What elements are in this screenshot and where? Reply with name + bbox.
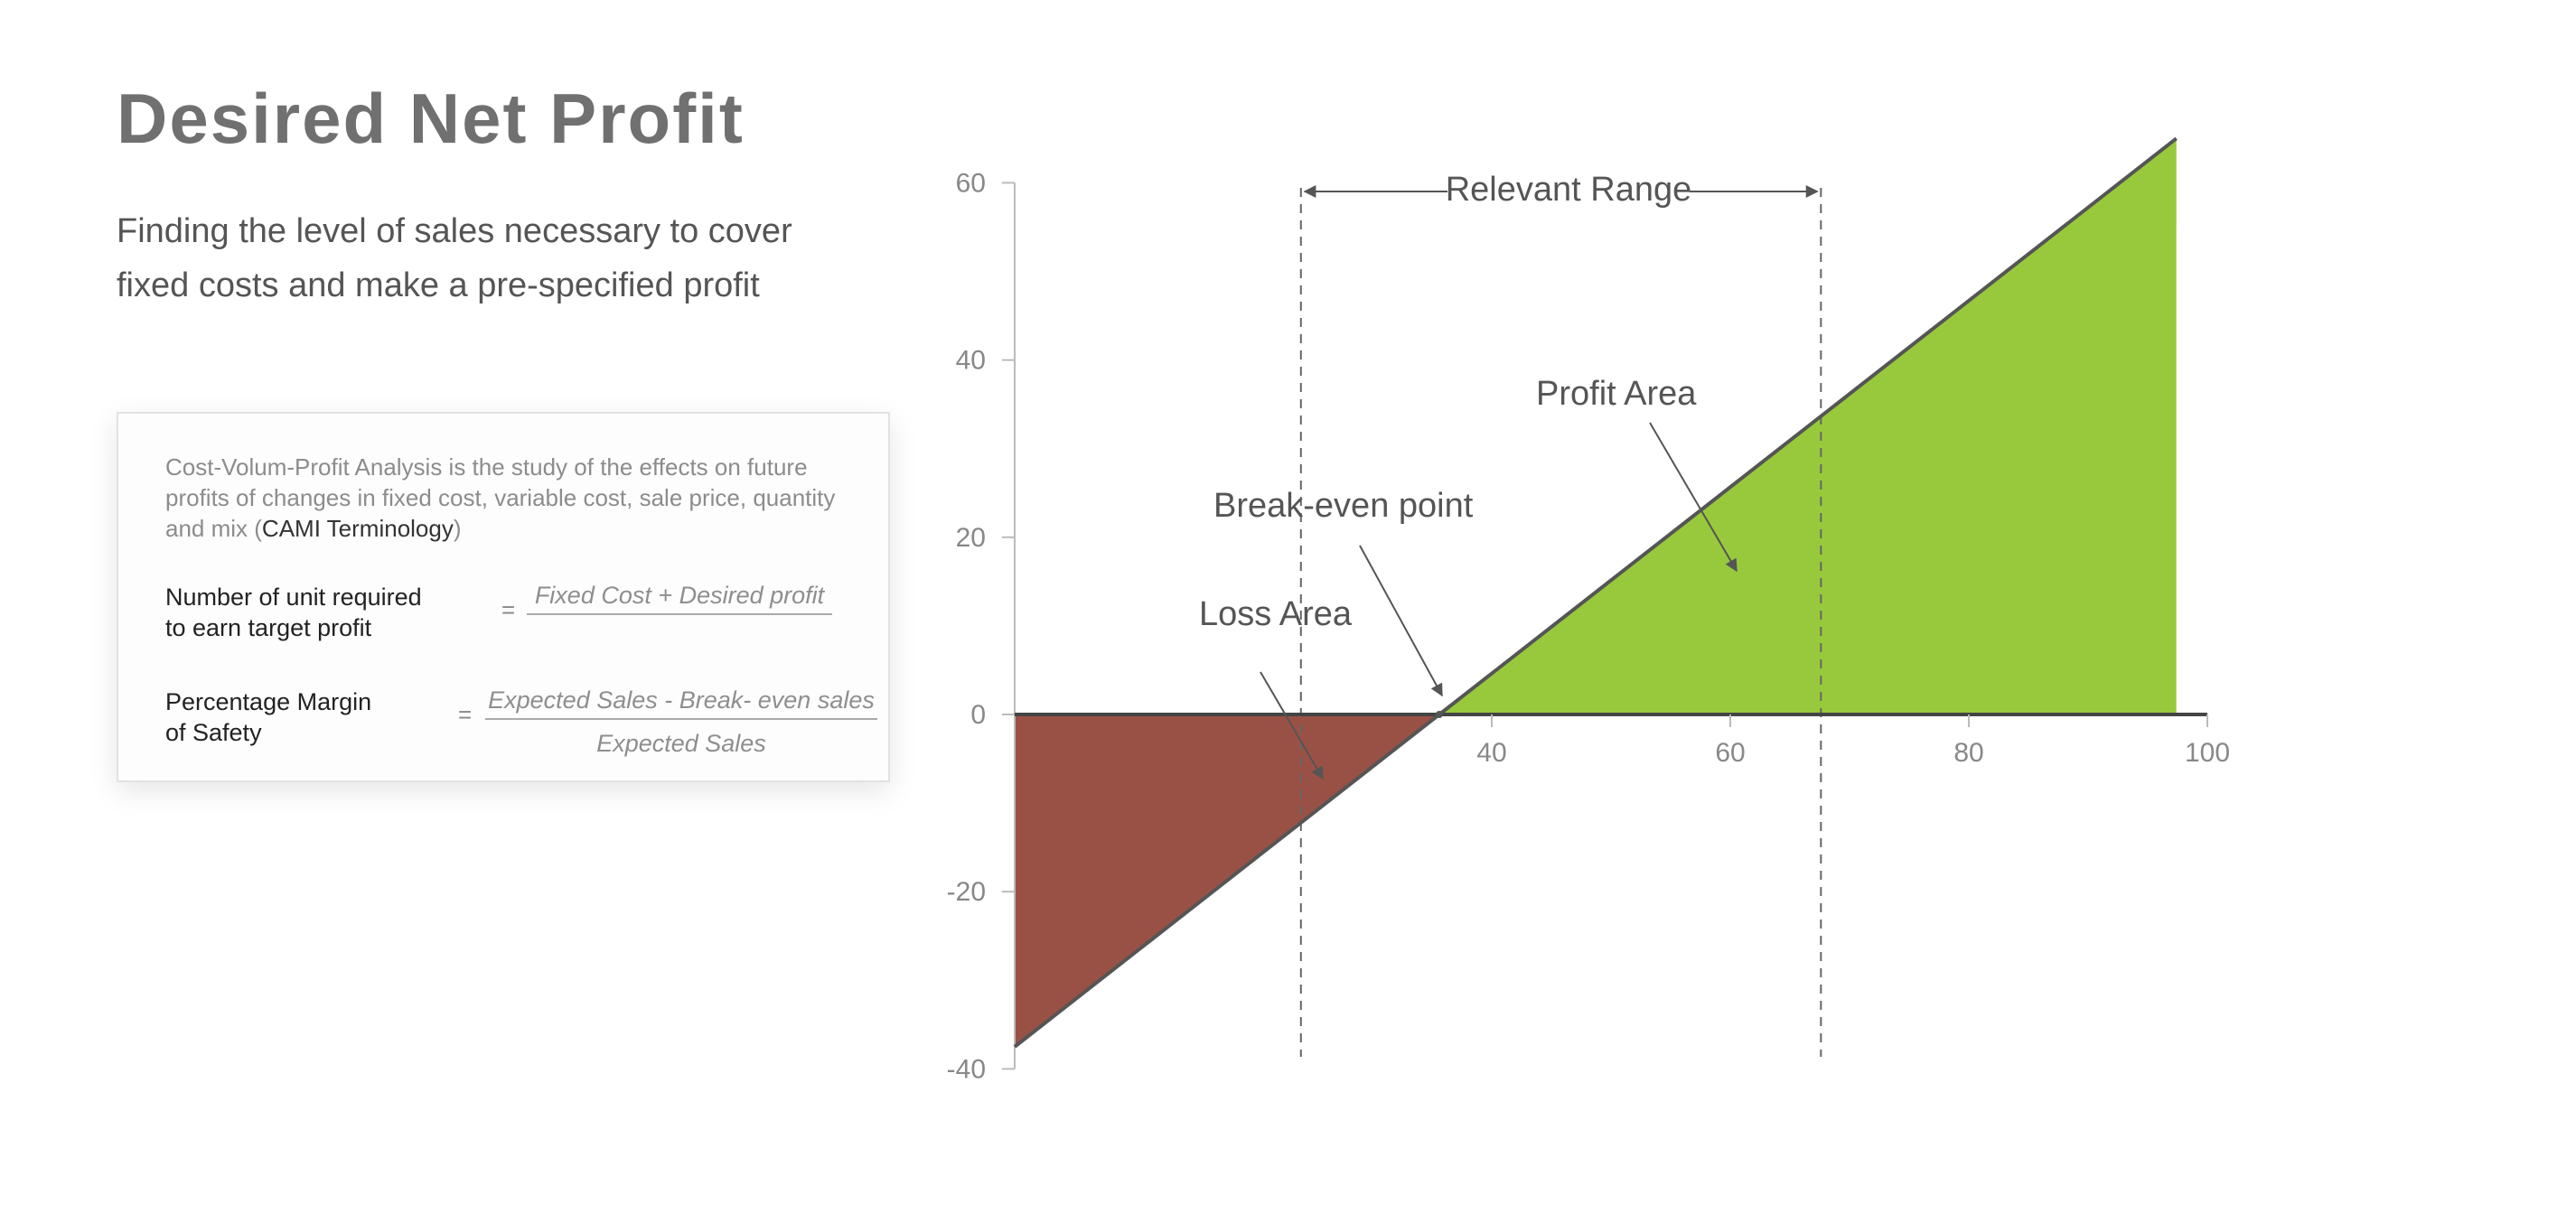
margin-of-safety-equals: =	[458, 701, 473, 728]
margin-of-safety-label: Percentage Margin of Safety	[165, 686, 371, 748]
y-tick-label: -40	[947, 1054, 986, 1084]
definition-text-post: )	[453, 515, 462, 542]
break-even-label: Break-even point	[1213, 487, 1474, 525]
definition-source: CAMI Terminology	[261, 515, 454, 542]
target-units-formula: Number of unit required to earn target p…	[165, 582, 870, 663]
x-tick-label: 100	[2185, 738, 2230, 768]
y-tick-label: -20	[947, 877, 986, 907]
definition-text-pre: Cost-Volum-Profit Analysis is the study …	[165, 453, 836, 542]
margin-of-safety-formula: Percentage Margin of Safety = Expected S…	[165, 686, 877, 768]
definition-text: Cost-Volum-Profit Analysis is the study …	[165, 452, 852, 544]
margin-of-safety-numerator: Expected Sales - Break- even sales	[485, 686, 877, 720]
margin-of-safety-label-line1: Percentage Margin	[165, 688, 372, 715]
profit-area-label: Profit Area	[1536, 375, 1697, 413]
break-even-point	[1435, 711, 1443, 718]
y-tick-label: 60	[956, 168, 986, 198]
y-tick-label: 0	[970, 700, 986, 730]
target-units-equals: =	[501, 596, 516, 623]
loss-area-label: Loss Area	[1199, 595, 1353, 633]
y-tick-label: 20	[956, 523, 986, 553]
margin-of-safety-label-line2: of Safety	[165, 719, 262, 746]
page-title: Desired Net Profit	[117, 79, 745, 158]
target-units-label-line2: to earn target profit	[165, 614, 372, 641]
loss-area-arrow	[1260, 671, 1324, 780]
target-units-label: Number of unit required to earn target p…	[165, 582, 422, 643]
page-subtitle: Finding the level of sales necessary to …	[117, 212, 792, 304]
x-tick-label: 80	[1953, 738, 1983, 768]
margin-of-safety-denominator: Expected Sales	[596, 730, 766, 757]
relevant-range-label: Relevant Range	[1446, 171, 1692, 209]
profit-area-arrow	[1649, 422, 1738, 573]
x-tick-label: 60	[1715, 738, 1745, 768]
definition-card: Cost-Volum-Profit Analysis is the study …	[117, 412, 890, 782]
x-tick-label: 40	[1476, 738, 1506, 768]
target-units-numerator: Fixed Cost + Desired profit	[527, 582, 832, 615]
target-units-label-line1: Number of unit required	[165, 583, 422, 611]
y-tick-label: 40	[956, 346, 986, 376]
break-even-arrow	[1359, 545, 1443, 697]
